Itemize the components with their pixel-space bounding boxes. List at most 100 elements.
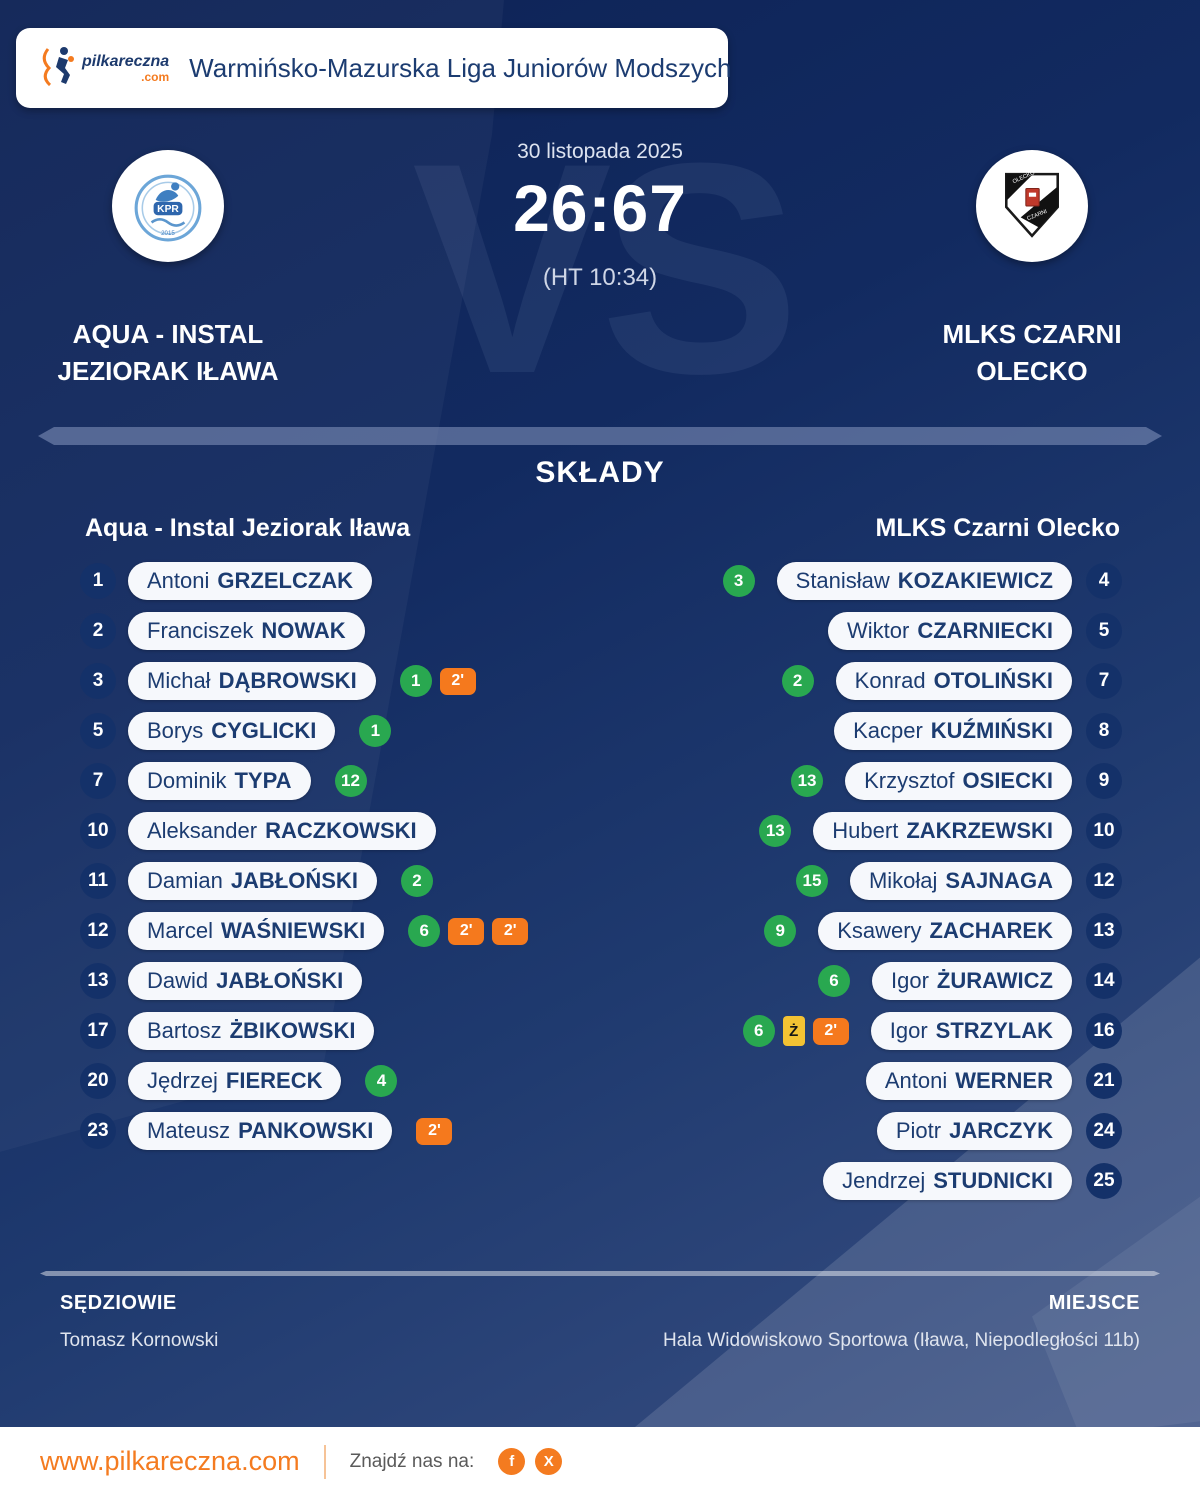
player-first-name: Mikołaj	[868, 868, 938, 893]
find-us-label: Znajdź nas na:	[349, 1450, 475, 1472]
venue-label: MIEJSCE	[1048, 1292, 1140, 1314]
kpr-crest-icon: KPR 2015	[134, 174, 202, 242]
halftime-score: (HT 10:34)	[542, 264, 658, 291]
player-name-pill: Aleksander RACZKOWSKI	[128, 812, 436, 850]
player-last-name: CYGLICKI	[211, 718, 317, 743]
player-number: 23	[80, 1113, 116, 1149]
player-row: 12 Marcel WAŚNIEWSKI 6 2' 2'	[80, 906, 620, 956]
score-block: 30 listopada 2025 26:67 (HT 10:34)	[300, 140, 900, 292]
vs-watermark: VS	[411, 100, 800, 436]
player-name-pill: Bartosz ŻBIKOWSKI	[128, 1012, 375, 1050]
player-number: 3	[80, 663, 116, 699]
x-icon[interactable]: X	[535, 1448, 563, 1475]
player-badges: 6 Ż 2'	[742, 1015, 849, 1047]
officials-section: SĘDZIOWIE Tomasz Kornowski MIEJSCE Hala …	[60, 1292, 1140, 1352]
player-name-pill: Ksawery ZACHAREK	[818, 912, 1072, 950]
player-number: 1	[80, 563, 116, 599]
player-name-pill: Wiktor CZARNIECKI	[828, 612, 1072, 650]
home-team-block: KPR 2015 AQUA - INSTAL JEZIORAK IŁAWA	[48, 150, 288, 390]
player-badges: 13	[791, 765, 824, 797]
player-badges: 12	[334, 765, 367, 797]
league-title: Warmińsko-Mazurska Liga Juniorów Modszyc…	[189, 52, 732, 83]
lineup-home-list: 1 Antoni GRZELCZAK 2 Franciszek NOWAK 3 Michał D…	[80, 556, 620, 1156]
player-name-pill: Igor STRZYLAK	[870, 1012, 1072, 1050]
goals-badge: 4	[365, 1065, 398, 1097]
player-last-name: KOZAKIEWICZ	[897, 568, 1053, 593]
player-first-name: Igor	[889, 1018, 928, 1043]
goals-badge: 1	[359, 715, 392, 747]
player-badges: 6	[817, 965, 850, 997]
player-first-name: Mateusz	[147, 1118, 231, 1143]
player-row: 10 Aleksander RACZKOWSKI	[80, 806, 620, 856]
player-row: 15 Mikołaj SAJNAGA 12	[562, 856, 1122, 906]
facebook-icon[interactable]: f	[498, 1448, 526, 1475]
player-number: 8	[1086, 713, 1122, 749]
footer: www.pilkareczna.com Znajdź nas na: f X	[0, 1427, 1200, 1496]
player-badges: 6 2' 2'	[408, 915, 529, 947]
player-first-name: Marcel	[147, 918, 214, 943]
player-badges: 2	[400, 865, 433, 897]
player-name-pill: Marcel WAŚNIEWSKI	[128, 912, 385, 950]
suspension-badge: 2'	[448, 917, 485, 945]
yellow-card-badge: Ż	[782, 1016, 805, 1046]
goals-badge: 6	[408, 915, 441, 947]
player-number: 24	[1086, 1113, 1122, 1149]
czarni-crest-icon: OLECKO CZARNI	[1005, 170, 1059, 238]
goals-badge: 13	[791, 765, 824, 797]
player-last-name: JABŁOŃSKI	[216, 968, 344, 993]
home-team-logo: KPR 2015	[112, 150, 224, 262]
lineup-away-list: 3 Stanisław KOZAKIEWICZ 4 Wiktor CZARNIECKI 5 2…	[562, 556, 1122, 1206]
site-logo[interactable]: pilkareczna .com	[38, 45, 169, 92]
website-link[interactable]: www.pilkareczna.com	[40, 1446, 300, 1476]
player-number: 20	[80, 1063, 116, 1099]
player-name-pill: Jędrzej FIERECK	[128, 1062, 342, 1100]
player-first-name: Krzysztof	[864, 768, 955, 793]
player-row: 7 Dominik TYPA 12	[80, 756, 620, 806]
away-team-name: MLKS CZARNI OLECKO	[942, 319, 1122, 386]
player-name-pill: Krzysztof OSIECKI	[845, 762, 1072, 800]
player-name-pill: Mateusz PANKOWSKI	[128, 1112, 393, 1150]
player-name-pill: Hubert ZAKRZEWSKI	[813, 812, 1072, 850]
venue-value: Hala Widowiskowo Sportowa (Iława, Niepod…	[663, 1330, 1140, 1351]
away-team-block: OLECKO CZARNI MLKS CZARNI OLECKO	[912, 150, 1152, 390]
player-first-name: Aleksander	[147, 818, 258, 843]
goals-badge: 6	[742, 1015, 775, 1047]
svg-text:2015: 2015	[161, 230, 175, 237]
match-score: 26:67	[513, 171, 687, 245]
player-number: 7	[80, 763, 116, 799]
player-name-pill: Stanisław KOZAKIEWICZ	[776, 562, 1072, 600]
player-last-name: WERNER	[955, 1068, 1053, 1093]
player-first-name: Dominik	[147, 768, 227, 793]
player-row: Jendrzej STUDNICKI 25	[562, 1156, 1122, 1206]
player-name-pill: Piotr JARCZYK	[876, 1112, 1072, 1150]
player-name-pill: Damian JABŁOŃSKI	[128, 862, 377, 900]
player-row: 13 Krzysztof OSIECKI 9	[562, 756, 1122, 806]
league-header-card: pilkareczna .com Warmińsko-Mazurska Liga…	[16, 28, 732, 108]
player-row: 9 Ksawery ZACHAREK 13	[562, 906, 1122, 956]
player-name-pill: Antoni WERNER	[865, 1062, 1072, 1100]
player-last-name: JABŁOŃSKI	[230, 868, 358, 893]
player-number: 5	[80, 713, 116, 749]
player-first-name: Jędrzej	[147, 1068, 218, 1093]
referees-label: SĘDZIOWIE	[60, 1292, 177, 1314]
player-number: 10	[80, 813, 116, 849]
player-number: 13	[80, 963, 116, 999]
player-name-pill: Igor ŻURAWICZ	[871, 962, 1072, 1000]
goals-badge: 9	[764, 915, 797, 947]
goals-badge: 13	[759, 815, 792, 847]
player-first-name: Dawid	[147, 968, 209, 993]
player-name-pill: Kacper KUŹMIŃSKI	[834, 712, 1072, 750]
player-name-pill: Franciszek NOWAK	[128, 612, 365, 650]
suspension-badge: 2'	[416, 1117, 453, 1145]
player-last-name: SAJNAGA	[945, 868, 1053, 893]
goals-badge: 2	[400, 865, 433, 897]
player-first-name: Piotr	[895, 1118, 942, 1143]
player-row: Wiktor CZARNIECKI 5	[562, 606, 1122, 656]
player-first-name: Michał	[147, 668, 211, 693]
player-number: 21	[1086, 1063, 1122, 1099]
player-first-name: Kacper	[853, 718, 923, 743]
player-name-pill: Antoni GRZELCZAK	[128, 562, 373, 600]
player-row: 2 Konrad OTOLIŃSKI 7	[562, 656, 1122, 706]
player-row: 6 Ż 2' Igor STRZYLAK 16	[562, 1006, 1122, 1056]
